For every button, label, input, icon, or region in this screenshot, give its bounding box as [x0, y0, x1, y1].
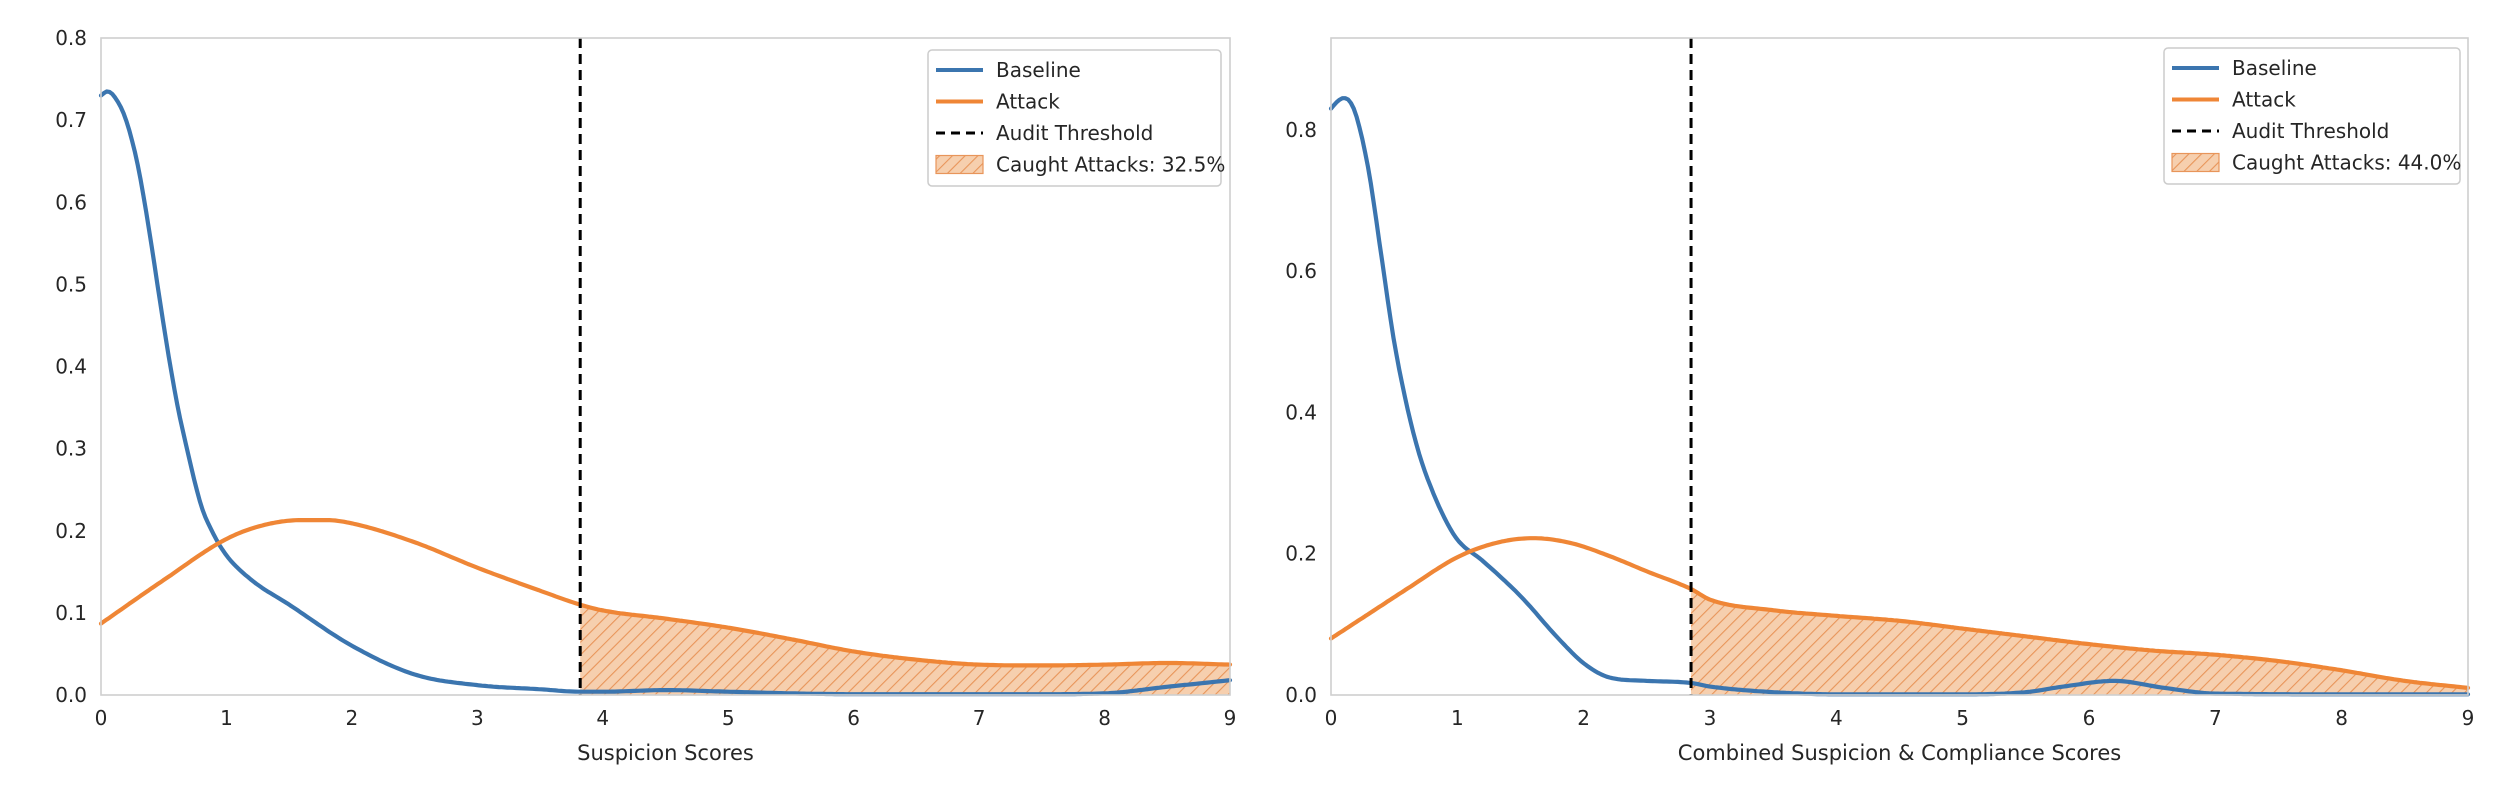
- axes-frame: [100, 37, 1231, 696]
- x-tick-label: 7: [973, 706, 986, 730]
- legend-label-caught: Caught Attacks: 32.5%: [996, 153, 1225, 177]
- y-tick-label: 0.6: [55, 190, 87, 214]
- x-tick-label: 4: [596, 706, 609, 730]
- x-tick-label: 2: [1577, 706, 1590, 730]
- x-tick-labels: 0 1 2 3 4 5 6 7 8 9: [1325, 706, 2475, 730]
- x-axis-label: Combined Suspicion & Compliance Scores: [1678, 741, 2121, 765]
- legend-label-attack: Attack: [2232, 88, 2296, 112]
- legend: Baseline Attack Audit Threshold Caught A…: [2163, 47, 2461, 185]
- y-tick-labels: 0.0 0.2 0.4 0.6 0.8: [1285, 118, 1317, 707]
- x-tick-label: 8: [1098, 706, 1111, 730]
- legend-box: [2163, 47, 2461, 185]
- legend-label-baseline: Baseline: [996, 58, 1081, 82]
- y-tick-label: 0.4: [1285, 400, 1317, 424]
- legend-label-caught: Caught Attacks: 44.0%: [2232, 151, 2461, 175]
- x-tick-label: 0: [1325, 706, 1338, 730]
- axes-frame: [1330, 37, 2469, 696]
- series-line-attack: [98, 518, 1233, 668]
- x-tick-label: 7: [2209, 706, 2222, 730]
- legend: Baseline Attack Audit Threshold Caught A…: [927, 49, 1225, 187]
- legend-box: [927, 49, 1222, 187]
- y-tick-label: 0.8: [1285, 118, 1317, 142]
- legend-label-attack: Attack: [996, 90, 1060, 114]
- chart-left: 0 1 2 3 4 5 6 7 8 9 0.0 0.1 0.2 0.3 0.4 0.5 0.6 0.7 0.8 S…: [55, 26, 1236, 765]
- x-tick-label: 3: [1704, 706, 1717, 730]
- y-tick-label: 0.0: [55, 683, 87, 707]
- series-line-layer: [1328, 96, 2471, 697]
- caught-fill-layer: [1691, 589, 2468, 695]
- x-tick-label: 8: [2335, 706, 2348, 730]
- caught-attacks-area: [1691, 589, 2468, 695]
- legend-label-threshold: Audit Threshold: [2232, 119, 2389, 143]
- x-tick-label: 1: [1451, 706, 1464, 730]
- x-tick-label: 9: [2462, 706, 2475, 730]
- x-tick-label: 5: [1956, 706, 1969, 730]
- legend-label-baseline: Baseline: [2232, 56, 2317, 80]
- x-tick-label: 0: [95, 706, 108, 730]
- legend-swatch-caught: [2171, 152, 2220, 173]
- y-tick-labels: 0.0 0.1 0.2 0.3 0.4 0.5 0.6 0.7 0.8: [55, 26, 87, 707]
- y-tick-label: 0.2: [1285, 542, 1317, 566]
- caught-fill-layer: [580, 604, 1230, 695]
- y-tick-label: 0.6: [1285, 259, 1317, 283]
- y-tick-label: 0.3: [55, 437, 87, 461]
- x-tick-label: 3: [471, 706, 484, 730]
- y-tick-label: 0.8: [55, 26, 87, 50]
- y-tick-label: 0.1: [55, 601, 87, 625]
- chart-right: 0 1 2 3 4 5 6 7 8 9 0.0 0.2 0.4 0.6 0.8 Combined Susp…: [1285, 37, 2475, 765]
- x-tick-label: 5: [722, 706, 735, 730]
- y-tick-label: 0.2: [55, 519, 87, 543]
- x-tick-label: 4: [1830, 706, 1843, 730]
- y-tick-label: 0.0: [1285, 683, 1317, 707]
- x-tick-label: 6: [847, 706, 860, 730]
- x-tick-label: 6: [2083, 706, 2096, 730]
- y-tick-label: 0.4: [55, 355, 87, 379]
- x-tick-label: 2: [346, 706, 359, 730]
- x-tick-labels: 0 1 2 3 4 5 6 7 8 9: [95, 706, 1237, 730]
- legend-swatch-caught: [935, 154, 984, 175]
- x-tick-label: 1: [220, 706, 233, 730]
- y-tick-label: 0.7: [55, 108, 87, 132]
- x-tick-label: 9: [1224, 706, 1237, 730]
- caught-attacks-area: [580, 604, 1230, 695]
- series-line-baseline: [1328, 96, 2471, 697]
- series-line-attack: [1328, 536, 2471, 690]
- legend-label-threshold: Audit Threshold: [996, 121, 1153, 145]
- y-tick-label: 0.5: [55, 272, 87, 296]
- x-axis-label: Suspicion Scores: [577, 741, 754, 765]
